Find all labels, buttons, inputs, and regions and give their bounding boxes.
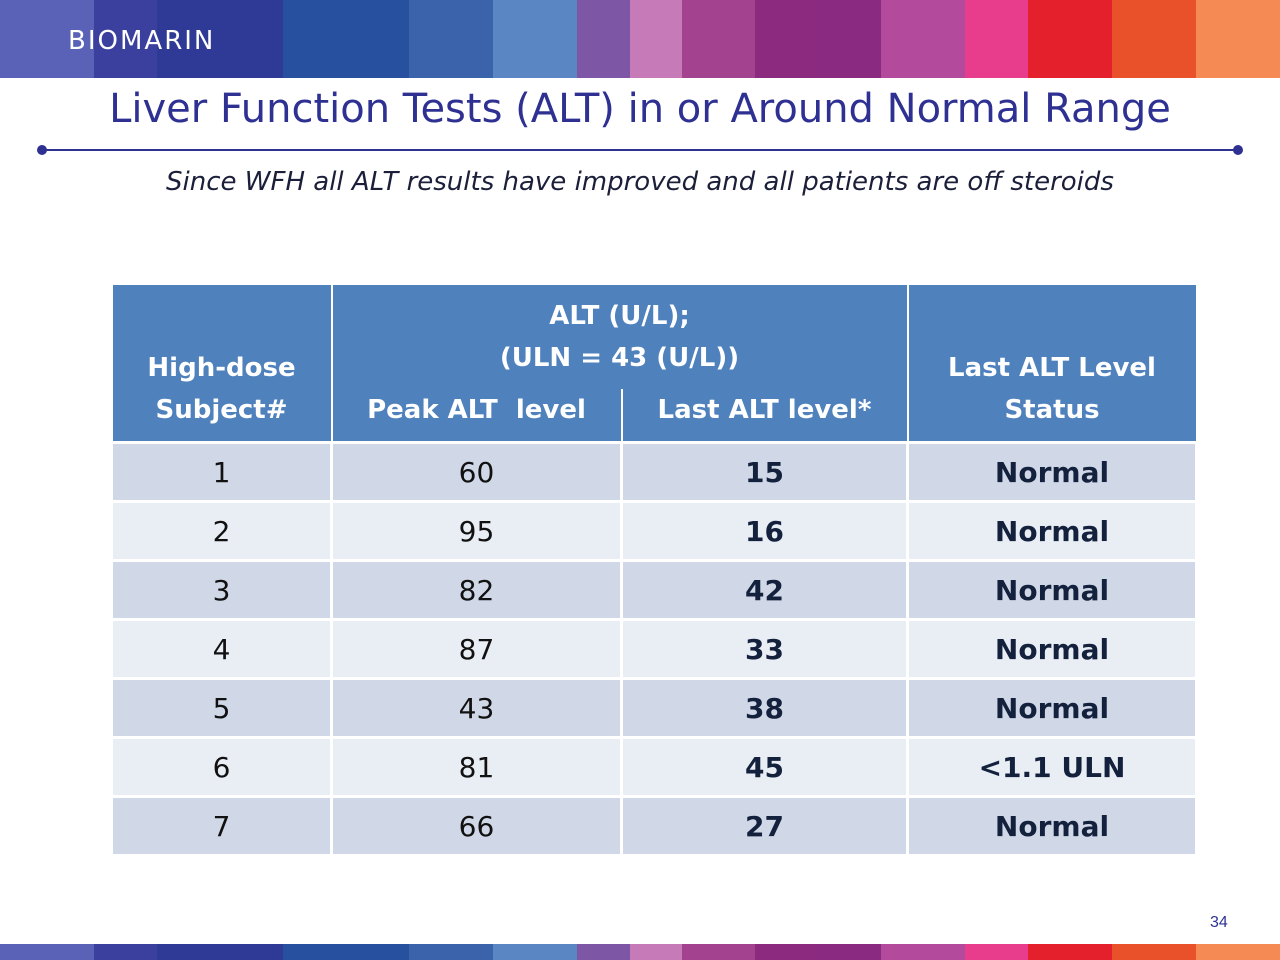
subject-cell: 2 [110,500,333,562]
title-divider [42,149,1238,151]
banner-stripe [1028,0,1113,78]
subject-cell: 6 [110,736,333,798]
subject-cell: 3 [110,559,333,621]
banner-stripe [94,0,158,78]
status-cell: Normal [906,795,1198,857]
header-alt-line1: ALT (U/L); [549,301,690,331]
table-row: 5 43 38 Normal [110,677,1198,739]
slide-subtitle: Since WFH all ALT results have improved … [166,167,1114,197]
table-row: 7 66 27 Normal [110,795,1198,857]
banner-stripe [681,944,756,960]
table-row: 4 87 33 Normal [110,618,1198,680]
table-row: 1 60 15 Normal [110,441,1198,503]
banner-stripe [881,0,966,78]
banner-stripe [94,944,158,960]
banner-stripe [577,944,630,960]
subject-cell: 1 [110,441,333,503]
banner-stripe [1028,944,1113,960]
banner-stripe [755,944,819,960]
header-status-line2: Status [1004,395,1100,425]
status-cell: Normal [906,500,1198,562]
peak-alt-cell: 87 [330,618,623,680]
header-alt-line2: (ULN = 43 (U/L)) [499,343,740,373]
banner-stripe [409,944,494,960]
alt-results-table: High-dose Subject# ALT (U/L); (ULN = 43 … [110,283,1198,857]
banner-stripe [1196,944,1280,960]
banner-stripe [965,0,1029,78]
banner-stripe [818,0,882,78]
banner-stripe [965,944,1029,960]
last-alt-cell: 16 [620,500,909,562]
peak-alt-cell: 66 [330,795,623,857]
peak-alt-cell: 95 [330,500,623,562]
status-cell: Normal [906,559,1198,621]
status-cell: Normal [906,677,1198,739]
header-last: Last ALT level* [620,389,909,444]
peak-alt-cell: 60 [330,441,623,503]
header-status-line1: Last ALT Level [948,353,1156,383]
last-alt-cell: 45 [620,736,909,798]
peak-alt-cell: 81 [330,736,623,798]
status-cell: Normal [906,618,1198,680]
table-row: 3 82 42 Normal [110,559,1198,621]
last-alt-cell: 38 [620,677,909,739]
banner-stripe [157,0,284,78]
last-alt-cell: 15 [620,441,909,503]
table-row: 6 81 45 <1.1 ULN [110,736,1198,798]
banner-stripe [881,944,966,960]
page-number: 34 [1210,914,1228,931]
header-peak: Peak ALT level [330,389,623,444]
banner-stripe [409,0,494,78]
header-subject: High-dose Subject# [110,283,333,444]
status-cell: Normal [906,441,1198,503]
biomarin-logo: BIOMARIN [68,26,216,56]
banner-stripe [755,0,819,78]
last-alt-cell: 42 [620,559,909,621]
banner-stripe [1112,944,1197,960]
peak-alt-cell: 82 [330,559,623,621]
divider-right-dot [1233,145,1243,155]
divider-left-dot [37,145,47,155]
header-subject-line2: Subject# [155,395,288,425]
header-alt-group: ALT (U/L); (ULN = 43 (U/L)) [330,283,909,389]
footer-color-banner [0,944,1280,960]
peak-alt-cell: 43 [330,677,623,739]
header-color-banner [0,0,1280,78]
banner-stripe [818,944,882,960]
banner-stripe [283,0,410,78]
slide-title: Liver Function Tests (ALT) in or Around … [109,86,1171,132]
header-status: Last ALT Level Status [906,283,1198,444]
header-subject-line1: High-dose [147,353,296,383]
subject-cell: 5 [110,677,333,739]
subject-cell: 4 [110,618,333,680]
table-row: 2 95 16 Normal [110,500,1198,562]
banner-stripe [577,0,630,78]
banner-stripe [0,0,95,78]
subject-cell: 7 [110,795,333,857]
last-alt-cell: 27 [620,795,909,857]
banner-stripe [0,944,95,960]
banner-stripe [493,944,578,960]
banner-stripe [1196,0,1280,78]
status-cell: <1.1 ULN [906,736,1198,798]
banner-stripe [283,944,410,960]
banner-stripe [493,0,578,78]
last-alt-cell: 33 [620,618,909,680]
banner-stripe [629,944,682,960]
banner-stripe [157,944,284,960]
banner-stripe [629,0,682,78]
banner-stripe [1112,0,1197,78]
banner-stripe [681,0,756,78]
